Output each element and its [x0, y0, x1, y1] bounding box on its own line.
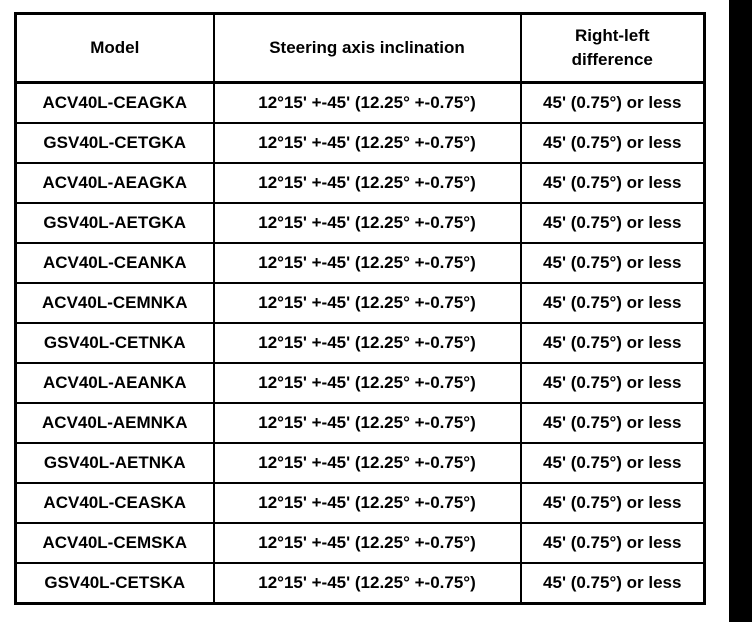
inclination-cell: 12°15' +-45' (12.25° +-0.75°)	[212, 81, 522, 124]
difference-cell: 45' (0.75°) or less	[519, 242, 706, 284]
table-row: ACV40L-AEMNKA 12°15' +-45' (12.25° +-0.75…	[14, 402, 706, 444]
model-cell: ACV40L-AEANKA	[14, 362, 215, 404]
model-cell: ACV40L-CEMNKA	[14, 282, 215, 324]
table-row: GSV40L-AETNKA 12°15' +-45' (12.25° +-0.75…	[14, 442, 706, 484]
table-row: GSV40L-CETGKA 12°15' +-45' (12.25° +-0.75…	[14, 122, 706, 164]
model-cell: GSV40L-CETSKA	[14, 562, 215, 605]
difference-cell: 45' (0.75°) or less	[519, 402, 706, 444]
inclination-cell: 12°15' +-45' (12.25° +-0.75°)	[212, 562, 522, 605]
table-row: ACV40L-CEANKA 12°15' +-45' (12.25° +-0.75…	[14, 242, 706, 284]
table-row: ACV40L-CEMNKA 12°15' +-45' (12.25° +-0.75…	[14, 282, 706, 324]
scanner-edge-bar	[729, 0, 752, 622]
model-cell: ACV40L-AEAGKA	[14, 162, 215, 204]
table-row: ACV40L-AEAGKA 12°15' +-45' (12.25° +-0.75…	[14, 162, 706, 204]
table-row: GSV40L-CETSKA 12°15' +-45' (12.25° +-0.75…	[14, 562, 706, 605]
difference-cell: 45' (0.75°) or less	[519, 562, 706, 605]
difference-cell: 45' (0.75°) or less	[519, 362, 706, 404]
table-header: Model Steering axis inclination Right-le…	[14, 12, 706, 84]
inclination-cell: 12°15' +-45' (12.25° +-0.75°)	[212, 362, 522, 404]
inclination-cell: 12°15' +-45' (12.25° +-0.75°)	[212, 282, 522, 324]
table-row: GSV40L-AETGKA 12°15' +-45' (12.25° +-0.75…	[14, 202, 706, 244]
table-row: GSV40L-CETNKA 12°15' +-45' (12.25° +-0.75…	[14, 322, 706, 364]
model-cell: GSV40L-CETGKA	[14, 122, 215, 164]
header-cell-inclination: Steering axis inclination	[212, 12, 522, 84]
inclination-cell: 12°15' +-45' (12.25° +-0.75°)	[212, 402, 522, 444]
difference-cell: 45' (0.75°) or less	[519, 162, 706, 204]
inclination-cell: 12°15' +-45' (12.25° +-0.75°)	[212, 522, 522, 564]
steering-axis-inclination-table: Model Steering axis inclination Right-le…	[14, 12, 706, 605]
difference-cell: 45' (0.75°) or less	[519, 322, 706, 364]
difference-cell: 45' (0.75°) or less	[519, 81, 706, 124]
difference-cell: 45' (0.75°) or less	[519, 442, 706, 484]
model-cell: ACV40L-CEMSKA	[14, 522, 215, 564]
table-row: ACV40L-CEMSKA 12°15' +-45' (12.25° +-0.75…	[14, 522, 706, 564]
inclination-cell: 12°15' +-45' (12.25° +-0.75°)	[212, 482, 522, 524]
inclination-cell: 12°15' +-45' (12.25° +-0.75°)	[212, 322, 522, 364]
inclination-cell: 12°15' +-45' (12.25° +-0.75°)	[212, 242, 522, 284]
difference-cell: 45' (0.75°) or less	[519, 202, 706, 244]
difference-cell: 45' (0.75°) or less	[519, 522, 706, 564]
difference-cell: 45' (0.75°) or less	[519, 122, 706, 164]
inclination-cell: 12°15' +-45' (12.25° +-0.75°)	[212, 122, 522, 164]
model-cell: ACV40L-AEMNKA	[14, 402, 215, 444]
model-cell: GSV40L-AETNKA	[14, 442, 215, 484]
difference-cell: 45' (0.75°) or less	[519, 482, 706, 524]
model-cell: GSV40L-AETGKA	[14, 202, 215, 244]
inclination-cell: 12°15' +-45' (12.25° +-0.75°)	[212, 162, 522, 204]
model-cell: ACV40L-CEAGKA	[14, 81, 215, 124]
header-cell-difference: Right-left difference	[519, 12, 706, 84]
table-row: ACV40L-CEAGKA 12°15' +-45' (12.25° +-0.75…	[14, 81, 706, 124]
header-row: Model Steering axis inclination Right-le…	[14, 12, 706, 84]
table-row: ACV40L-CEASKA 12°15' +-45' (12.25° +-0.75…	[14, 482, 706, 524]
model-cell: ACV40L-CEANKA	[14, 242, 215, 284]
model-cell: GSV40L-CETNKA	[14, 322, 215, 364]
header-cell-difference-label: Right-left difference	[571, 26, 653, 69]
inclination-cell: 12°15' +-45' (12.25° +-0.75°)	[212, 202, 522, 244]
header-cell-model: Model	[14, 12, 215, 84]
table-row: ACV40L-AEANKA 12°15' +-45' (12.25° +-0.75…	[14, 362, 706, 404]
table-body: ACV40L-CEAGKA 12°15' +-45' (12.25° +-0.75…	[14, 81, 706, 605]
model-cell: ACV40L-CEASKA	[14, 482, 215, 524]
inclination-cell: 12°15' +-45' (12.25° +-0.75°)	[212, 442, 522, 484]
difference-cell: 45' (0.75°) or less	[519, 282, 706, 324]
